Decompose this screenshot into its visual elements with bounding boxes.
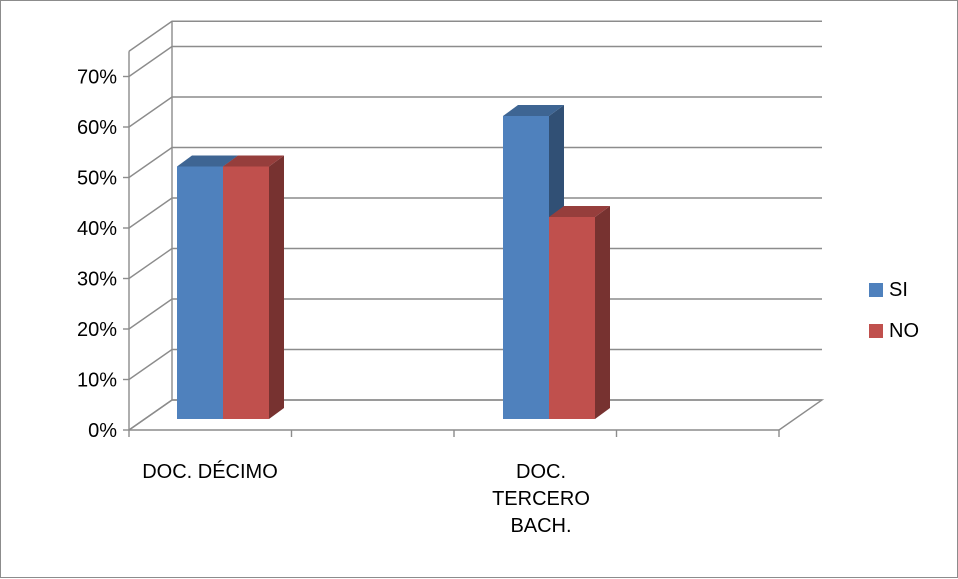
category-label: TERCERO [492, 488, 590, 510]
bar-si-top [503, 105, 564, 116]
y-tick-label: 70% [77, 67, 117, 89]
legend: SI NO [869, 279, 919, 342]
y-tick-label: 0% [88, 420, 117, 442]
legend-label-si: SI [889, 279, 908, 301]
bar-si [503, 116, 549, 419]
y-tick-label: 30% [77, 269, 117, 291]
y-tick-label: 10% [77, 370, 117, 392]
bar-no [223, 166, 269, 419]
legend-label-no: NO [889, 320, 919, 342]
y-tick-label: 60% [77, 117, 117, 139]
category-label: DOC. DÉCIMO [142, 460, 278, 483]
category-label: BACH. [510, 515, 571, 537]
bar-no [549, 217, 595, 419]
bar-si-top [177, 155, 238, 167]
y-axis-tick-labels: 0% 10% 20% 30% 40% 50% 60% 70% [77, 67, 117, 443]
y-tick-label: 20% [77, 319, 117, 341]
gridline [128, 45, 822, 78]
category-label: DOC. [516, 461, 566, 483]
legend-swatch-no [869, 324, 883, 338]
bar-no-top [549, 206, 610, 217]
gridline [128, 20, 822, 52]
legend-swatch-si [869, 283, 883, 297]
gridline [128, 197, 822, 229]
y-tick-label: 50% [77, 168, 117, 190]
axes [123, 51, 780, 437]
y-tick-label: 40% [77, 218, 117, 240]
bar-no-side [269, 155, 284, 419]
bar-si [177, 166, 223, 419]
gridlines [128, 20, 822, 431]
x-axis-category-labels: DOC. DÉCIMO DOC. TERCERO BACH. [142, 460, 590, 537]
bars [177, 105, 610, 419]
bar-no-side [595, 206, 610, 419]
gridline [128, 96, 822, 128]
bar-no-top [223, 155, 284, 167]
gridline [128, 146, 822, 179]
